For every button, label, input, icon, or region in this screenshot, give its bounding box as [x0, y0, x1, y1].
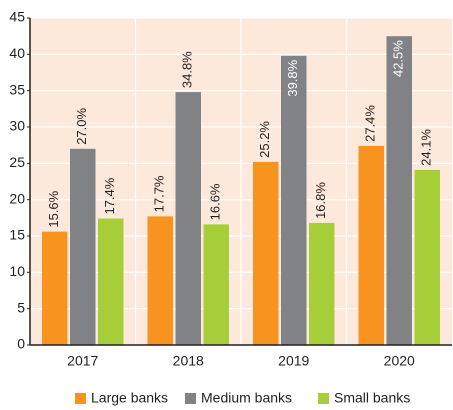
value-label: 15.6% [46, 190, 61, 227]
y-tick-label: 20 [9, 190, 25, 206]
value-label: 24.1% [419, 129, 434, 166]
bar [386, 36, 412, 346]
y-tick-label: 10 [9, 263, 25, 279]
bar [175, 92, 201, 346]
y-tick-label: 45 [9, 9, 25, 25]
bar [98, 218, 124, 345]
y-tick-label: 35 [9, 81, 25, 97]
x-tick-label: 2018 [173, 353, 204, 369]
bar [203, 224, 229, 345]
legend-swatch [75, 393, 86, 404]
x-tick-label: 2017 [67, 353, 98, 369]
y-tick-label: 25 [9, 154, 25, 170]
legend-label: Small banks [334, 390, 410, 406]
y-tick-label: 15 [9, 227, 25, 243]
value-label: 16.8% [313, 182, 328, 219]
bar [309, 222, 335, 345]
y-tick-label: 30 [9, 118, 25, 134]
legend-swatch [185, 393, 196, 404]
legend-label: Medium banks [201, 390, 292, 406]
value-label: 17.7% [152, 175, 167, 212]
value-label: 17.4% [102, 177, 117, 214]
bar [42, 231, 68, 345]
y-tick-label: 0 [17, 336, 25, 352]
bar [414, 169, 440, 345]
legend-swatch [318, 393, 329, 404]
value-label: 34.8% [180, 51, 195, 88]
bar [70, 148, 96, 345]
value-label: 39.8% [285, 59, 300, 96]
y-tick-label: 5 [17, 299, 25, 315]
y-tick-label: 40 [9, 45, 25, 61]
x-tick-label: 2019 [278, 353, 309, 369]
value-label: 16.6% [208, 183, 223, 220]
value-label: 42.5% [391, 40, 406, 77]
value-label: 27.0% [74, 107, 89, 144]
bar [358, 145, 384, 345]
legend-label: Large banks [91, 390, 168, 406]
value-label: 27.4% [363, 105, 378, 142]
x-tick-label: 2020 [384, 353, 415, 369]
value-label: 25.2% [257, 121, 272, 158]
bar [281, 55, 307, 345]
bar [147, 216, 173, 345]
bar [253, 161, 279, 345]
